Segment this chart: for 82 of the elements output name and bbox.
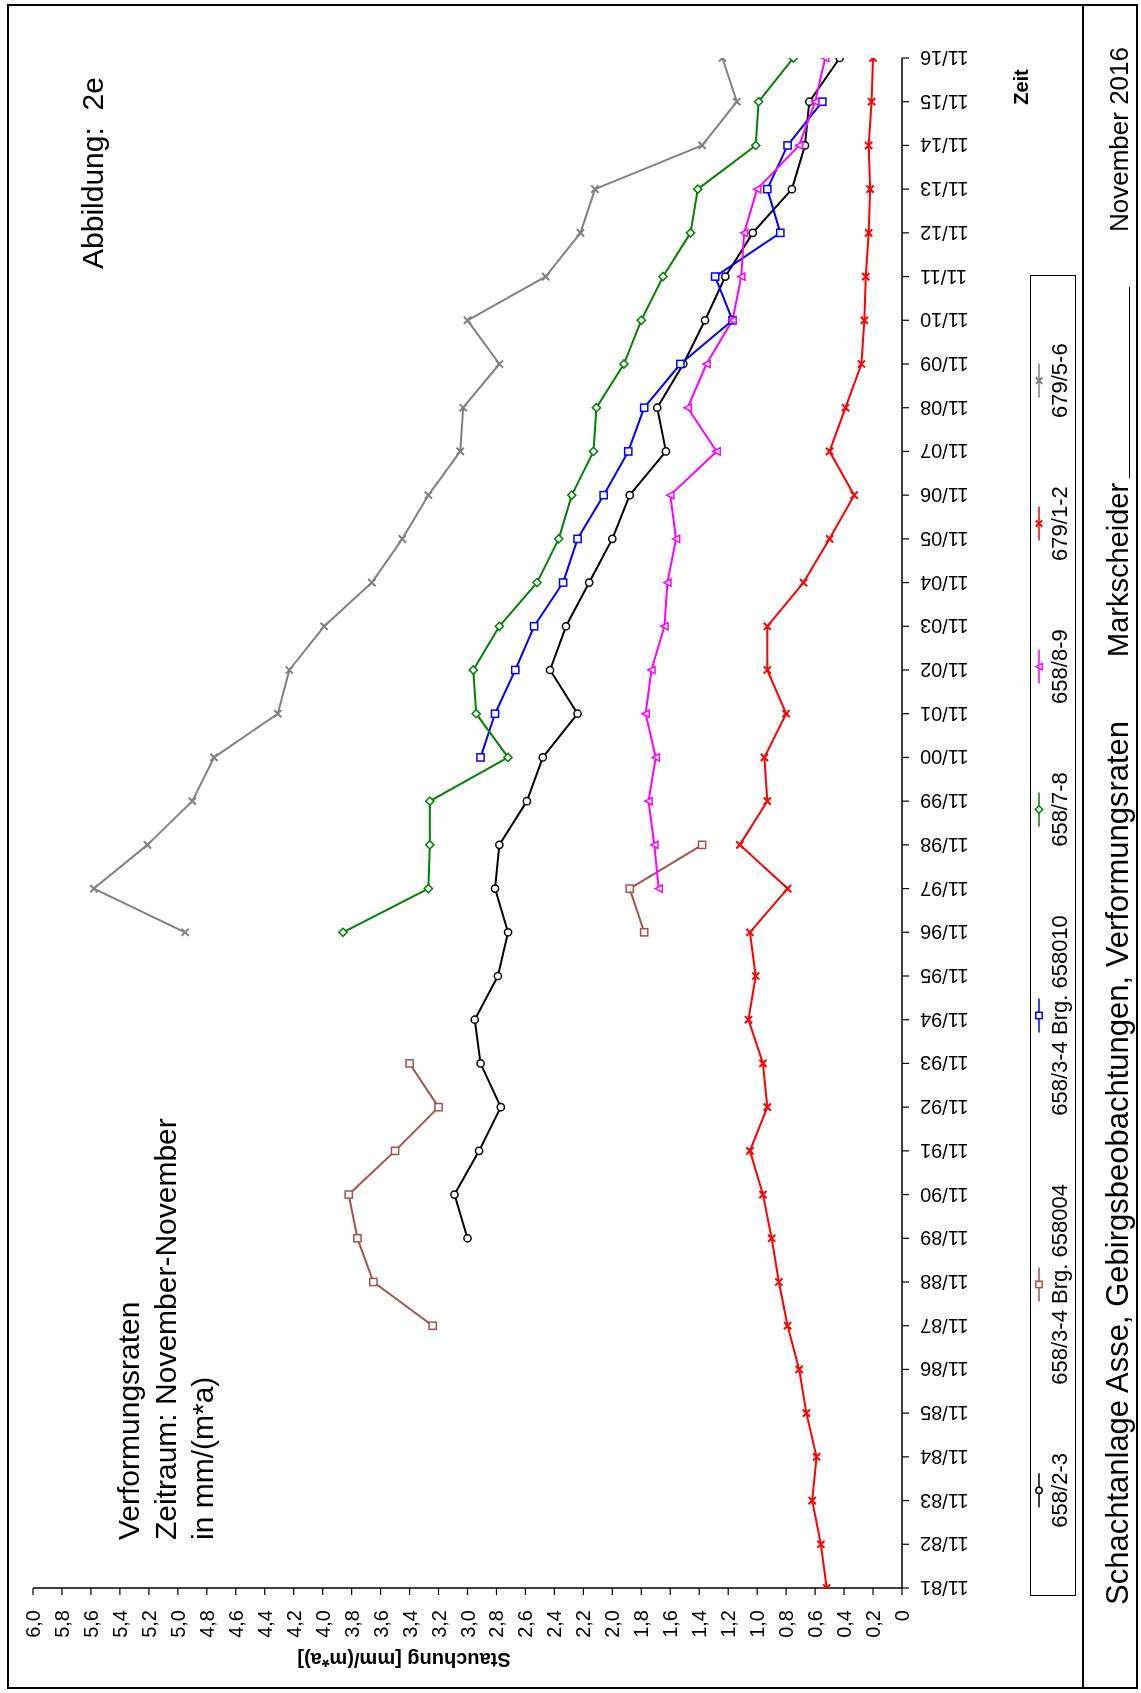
y-tick-label: 11/92 <box>920 1096 969 1119</box>
x-tick-label: 0,6 <box>804 1610 827 1638</box>
x-tick-label: 2,2 <box>572 1610 595 1638</box>
y-tick-label: 11/99 <box>920 790 969 813</box>
x-tick-label: 2,0 <box>601 1610 624 1638</box>
x-tick-label: 3,2 <box>427 1610 450 1638</box>
y-tick-label: 11/86 <box>920 1358 969 1381</box>
y-tick-label: 11/09 <box>920 353 969 375</box>
y-tick-label: 11/83 <box>920 1489 969 1512</box>
y-tick-label: 11/94 <box>920 1008 969 1031</box>
legend-label: 679/1-2 <box>1046 486 1072 561</box>
y-tick-label: 11/90 <box>920 1183 969 1206</box>
legend-label: 658/3-4 Brg. 658004 <box>1046 1184 1072 1385</box>
text: Zeitraum: November-November in mm/(m*a) <box>148 1118 220 1540</box>
y-tick-label: 11/01 <box>920 702 969 725</box>
x-tick-label: 3,8 <box>340 1610 363 1638</box>
y-tick-label: 11/87 <box>920 1314 969 1337</box>
legend-label: 658/2-3 <box>1046 1453 1072 1528</box>
y-tick-label: 11/06 <box>920 484 969 507</box>
x-tick-label: 3,0 <box>456 1610 479 1638</box>
legend-label: 679/5-6 <box>1046 343 1072 418</box>
x-tick-label: 1,0 <box>746 1610 769 1638</box>
text: Markscheider <box>1101 482 1135 657</box>
y-tick-label: 11/07 <box>920 440 969 463</box>
x-tick-label: 0,4 <box>833 1610 856 1638</box>
y-tick-label: 11/95 <box>920 965 969 987</box>
y-tick-label: 11/14 <box>920 134 969 157</box>
y-tick-label: 11/88 <box>920 1271 969 1293</box>
y-tick-label: 11/85 <box>920 1402 969 1425</box>
y-tick-label: 11/15 <box>920 90 969 113</box>
x-tick-label: 6,0 <box>22 1610 44 1638</box>
x-tick-label: 0,8 <box>775 1610 798 1638</box>
x-tick-label: 1,4 <box>688 1610 711 1638</box>
y-tick-label: 11/00 <box>920 746 969 769</box>
y-tick-label: 11/05 <box>920 527 969 550</box>
y-tick-label: 11/16 <box>920 47 969 69</box>
y-tick-label: 11/10 <box>920 309 969 332</box>
legend-label: 658/8-9 <box>1046 629 1072 704</box>
x-tick-label: 3,6 <box>369 1610 392 1638</box>
annotation: Abbildung: 2e <box>75 77 110 269</box>
legend-label: 658/7-8 <box>1046 772 1072 847</box>
x-tick-label: 4,8 <box>195 1610 218 1638</box>
x-axis-title: Stauchung [mm/(m*a)] <box>297 1649 511 1671</box>
y-tick-label: 11/13 <box>920 178 969 201</box>
text: November 2016 <box>1104 47 1135 232</box>
x-tick-label: 0 <box>891 1610 913 1622</box>
x-tick-label: 2,4 <box>543 1610 566 1638</box>
y-tick-label: 11/82 <box>920 1533 969 1556</box>
y-tick-label: 11/91 <box>920 1139 969 1162</box>
y-tick-label: 11/08 <box>920 396 969 419</box>
x-tick-label: 0,2 <box>862 1610 885 1638</box>
y-tick-label: 11/93 <box>920 1052 969 1075</box>
x-tick-label: 1,8 <box>630 1610 653 1638</box>
y-tick-label: 11/03 <box>920 615 969 638</box>
x-tick-label: 5,6 <box>79 1610 102 1638</box>
y-tick-label: 11/98 <box>920 833 969 856</box>
y-tick-label: 11/11 <box>920 265 968 288</box>
x-tick-label: 3,4 <box>398 1610 421 1638</box>
legend-label: 658/3-4 Brg. 658010 <box>1046 915 1072 1116</box>
x-tick-label: 5,4 <box>108 1610 131 1638</box>
x-tick-label: 2,8 <box>485 1610 508 1638</box>
x-tick-label: 5,0 <box>166 1610 189 1638</box>
y-tick-label: 11/81 <box>920 1577 969 1599</box>
y-tick-label: 11/97 <box>920 877 969 900</box>
y-tick-label: 11/84 <box>920 1445 969 1468</box>
x-tick-label: 5,8 <box>50 1610 73 1638</box>
text: Schachtanlage Asse, Gebirgsbeobachtungen, Verformungsraten <box>1099 720 1136 1605</box>
y-tick-label: 11/12 <box>920 221 969 244</box>
x-tick-label: 1,2 <box>717 1610 740 1638</box>
x-tick-label: 4,2 <box>282 1610 305 1638</box>
y-axis-title: Zeit <box>1010 68 1032 105</box>
x-tick-label: 2,6 <box>514 1610 537 1638</box>
x-tick-label: 4,0 <box>311 1610 334 1638</box>
text: Verformungsraten <box>111 1300 146 1540</box>
x-tick-label: 4,6 <box>224 1610 247 1638</box>
x-tick-label: 4,4 <box>253 1610 276 1638</box>
y-tick-label: 11/02 <box>920 659 969 681</box>
y-tick-label: 11/96 <box>920 921 969 944</box>
x-tick-label: 5,2 <box>137 1610 160 1638</box>
x-tick-label: 1,6 <box>659 1610 682 1638</box>
y-tick-label: 11/89 <box>920 1227 969 1250</box>
y-tick-label: 11/04 <box>920 571 969 594</box>
